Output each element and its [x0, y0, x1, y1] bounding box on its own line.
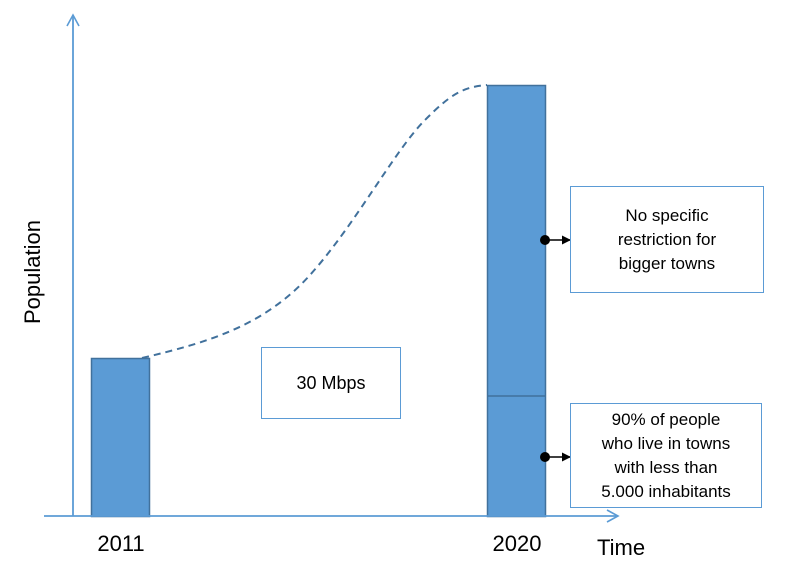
bar-2020 [486, 84, 547, 518]
callout-lower-box: 90% of people who live in towns with les… [570, 403, 762, 508]
x-label-2020: 2020 [492, 531, 542, 556]
bar-2011 [90, 357, 151, 518]
callout-upper-text: No specific restriction for bigger towns [617, 205, 717, 273]
speed-label-box: 30 Mbps [261, 347, 401, 419]
growth-curve [141, 84, 488, 359]
y-axis-title: Population [20, 220, 45, 324]
x-axis-title: Time [597, 535, 646, 560]
speed-label: 30 Mbps [296, 373, 366, 393]
callout-upper-box: No specific restriction for bigger towns [570, 186, 764, 293]
x-label-2011: 2011 [97, 531, 145, 556]
callout-lower-text: 90% of people who live in towns with les… [601, 409, 731, 501]
